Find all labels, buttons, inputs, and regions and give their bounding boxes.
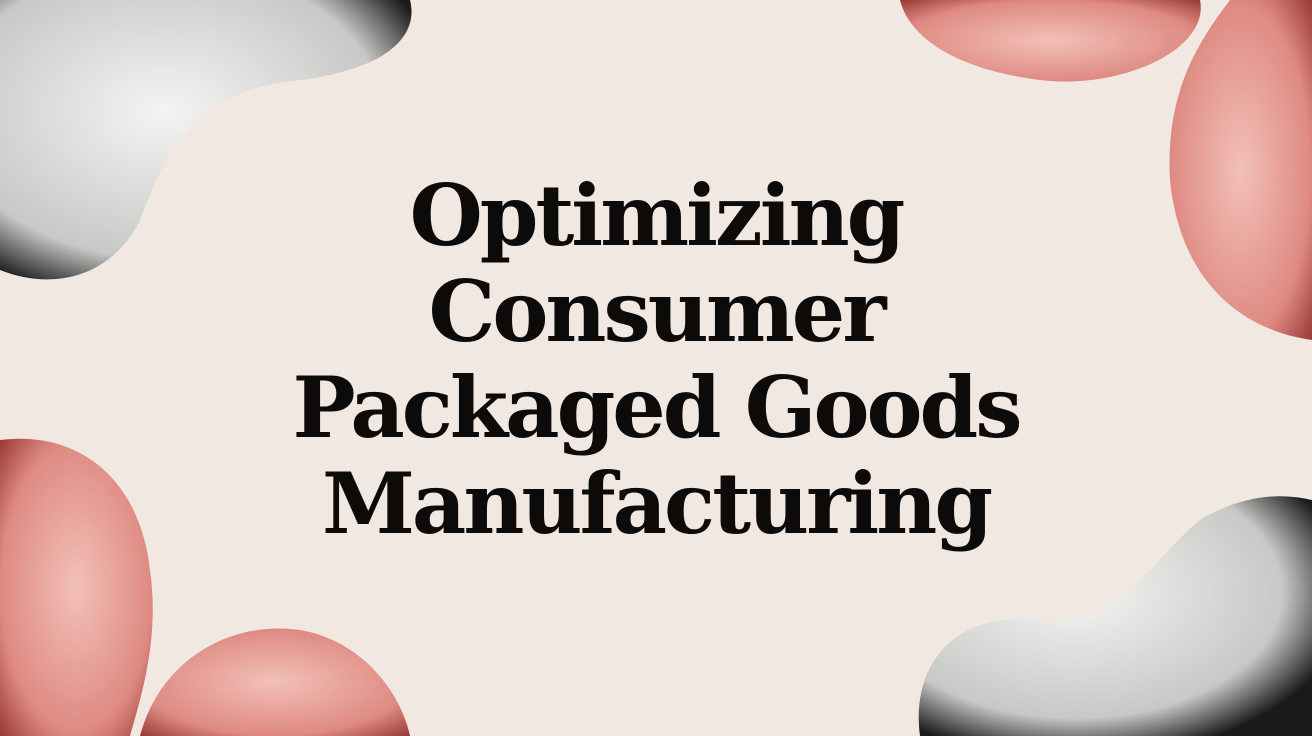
gray-shape-bottom-right <box>918 496 1312 736</box>
title-line: Optimizing <box>409 166 906 265</box>
title-line: Consumer <box>428 262 887 361</box>
pink-shape-bottom-left <box>0 438 153 736</box>
title-line: Packaged Goods <box>292 358 1022 457</box>
gray-shape-top-left <box>0 0 412 280</box>
title-line: Manufacturing <box>321 454 993 553</box>
pink-shape-bottom-center <box>140 628 410 736</box>
pink-shape-right <box>1169 0 1312 340</box>
pink-shape-top-right <box>900 0 1201 82</box>
page-title: Optimizing Consumer Packaged Goods Manuf… <box>0 168 1312 552</box>
